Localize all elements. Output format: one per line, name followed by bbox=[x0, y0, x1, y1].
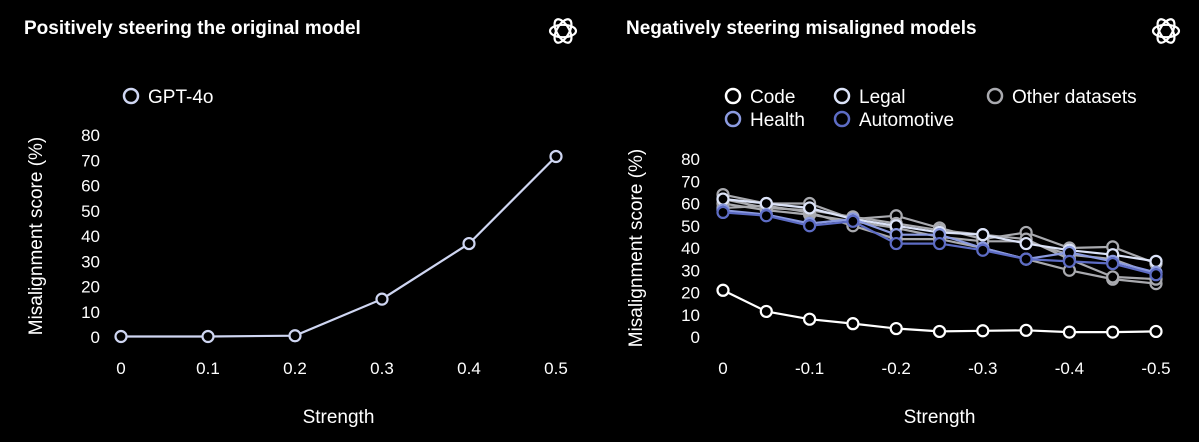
y-tick-label: 40 bbox=[681, 239, 700, 258]
y-tick-label: 80 bbox=[81, 126, 100, 145]
gpt-4o-data-point bbox=[201, 329, 215, 344]
y-tick-label: 20 bbox=[81, 278, 100, 297]
right-chart-panel: Negatively steering misaligned models 0 1… bbox=[600, 0, 1199, 442]
x-tick-label: 0.1 bbox=[196, 359, 220, 378]
y-tick-label: 0 bbox=[91, 328, 100, 347]
code-data-point bbox=[759, 304, 773, 319]
legal-data-point bbox=[759, 196, 773, 211]
gpt-4o-data-point bbox=[288, 329, 302, 343]
y-tick-label: 30 bbox=[681, 261, 700, 280]
automotive-data-point bbox=[932, 236, 947, 251]
y-tick-label: 10 bbox=[81, 303, 100, 322]
legend-marker bbox=[724, 110, 742, 128]
legal-data-point bbox=[716, 192, 730, 206]
gpt-4o-data-point bbox=[462, 236, 476, 251]
legend-label: GPT-4o bbox=[148, 87, 213, 108]
x-tick-label: -0.3 bbox=[968, 359, 997, 378]
code-data-point bbox=[932, 324, 947, 339]
left-chart-title: Positively steering the original model bbox=[24, 18, 361, 39]
automotive-data-point bbox=[716, 205, 730, 219]
x-tick-label: 0 bbox=[116, 359, 125, 378]
legend-label: Health bbox=[750, 110, 805, 131]
legend-label: Code bbox=[750, 87, 795, 108]
legal-data-point bbox=[803, 201, 817, 215]
x-axis-label: Strength bbox=[904, 407, 976, 428]
right-chart-title: Negatively steering misaligned models bbox=[626, 18, 977, 39]
x-tick-label: 0.5 bbox=[544, 359, 568, 378]
legend-marker bbox=[833, 87, 851, 105]
automotive-data-point bbox=[803, 219, 817, 233]
legend-marker bbox=[986, 87, 1004, 105]
automotive-data-point bbox=[1149, 268, 1163, 282]
other-dataset-data-point bbox=[1106, 270, 1120, 284]
automotive-data-point bbox=[1106, 256, 1120, 271]
y-axis-label: Misalignment score (%) bbox=[26, 137, 47, 336]
legend-marker bbox=[724, 87, 742, 105]
automotive-data-point bbox=[976, 243, 990, 257]
code-data-point bbox=[1062, 325, 1076, 339]
automotive-data-point bbox=[889, 236, 903, 251]
gpt-4o-data-point bbox=[549, 149, 563, 164]
y-tick-label: 0 bbox=[691, 328, 700, 347]
y-tick-label: 50 bbox=[681, 217, 700, 236]
code-data-point bbox=[716, 283, 730, 297]
x-tick-label: -0.2 bbox=[882, 359, 911, 378]
y-tick-label: 70 bbox=[81, 151, 100, 170]
legend-label: Legal bbox=[859, 87, 906, 108]
code-data-point bbox=[976, 324, 990, 338]
openai-logo-icon bbox=[1151, 18, 1181, 44]
x-tick-label: -0.4 bbox=[1055, 359, 1084, 378]
code-data-point bbox=[1019, 323, 1033, 337]
automotive-data-point bbox=[1062, 254, 1076, 268]
x-axis-label: Strength bbox=[303, 407, 375, 428]
x-tick-label: 0.3 bbox=[370, 359, 394, 378]
left-line-chart: 0 10 20 30 40 50 60 70 80 0 0.1 0.2 0.3 0.4 0.5 Strengt… bbox=[26, 87, 568, 428]
legend-marker bbox=[122, 87, 140, 105]
y-tick-label: 10 bbox=[681, 306, 700, 325]
y-tick-label: 40 bbox=[81, 227, 100, 246]
automotive-data-point bbox=[759, 209, 773, 223]
legal-data-point bbox=[1019, 236, 1033, 251]
y-tick-label: 30 bbox=[81, 252, 100, 271]
code-data-point bbox=[846, 317, 860, 331]
gpt-4o-series-line bbox=[121, 155, 557, 338]
automotive-data-point bbox=[846, 214, 860, 228]
code-data-point bbox=[803, 312, 817, 326]
x-tick-label: 0.4 bbox=[457, 359, 481, 378]
code-data-point bbox=[1149, 324, 1163, 339]
x-tick-label: -0.5 bbox=[1141, 359, 1170, 378]
code-data-point bbox=[1106, 325, 1120, 339]
y-tick-label: 20 bbox=[681, 284, 700, 303]
left-chart-panel: Positively steering the original model 0… bbox=[24, 18, 578, 428]
gpt-4o-data-point bbox=[375, 292, 389, 306]
right-line-chart: 0 10 20 30 40 50 60 70 80 0 -0.1 -0.2 -0.3 -0.4 -0.5 St… bbox=[626, 87, 1171, 428]
x-tick-label: 0.2 bbox=[283, 359, 307, 378]
automotive-data-point bbox=[1019, 252, 1033, 266]
gpt-4o-data-point bbox=[114, 329, 128, 344]
x-tick-label: 0 bbox=[718, 359, 727, 378]
legal-data-point bbox=[976, 228, 990, 242]
code-data-point bbox=[889, 321, 903, 336]
legend-label: Automotive bbox=[859, 110, 954, 131]
legend-label: Other datasets bbox=[1012, 87, 1137, 108]
y-tick-label: 60 bbox=[681, 195, 700, 214]
openai-logo-icon bbox=[548, 18, 578, 44]
x-tick-label: -0.1 bbox=[795, 359, 824, 378]
y-tick-label: 60 bbox=[81, 177, 100, 196]
y-tick-label: 70 bbox=[681, 172, 700, 191]
y-tick-label: 80 bbox=[681, 150, 700, 169]
y-tick-label: 50 bbox=[81, 202, 100, 221]
legal-data-point bbox=[1149, 254, 1163, 268]
y-axis-label: Misalignment score (%) bbox=[626, 149, 647, 348]
legend-marker bbox=[833, 110, 851, 128]
